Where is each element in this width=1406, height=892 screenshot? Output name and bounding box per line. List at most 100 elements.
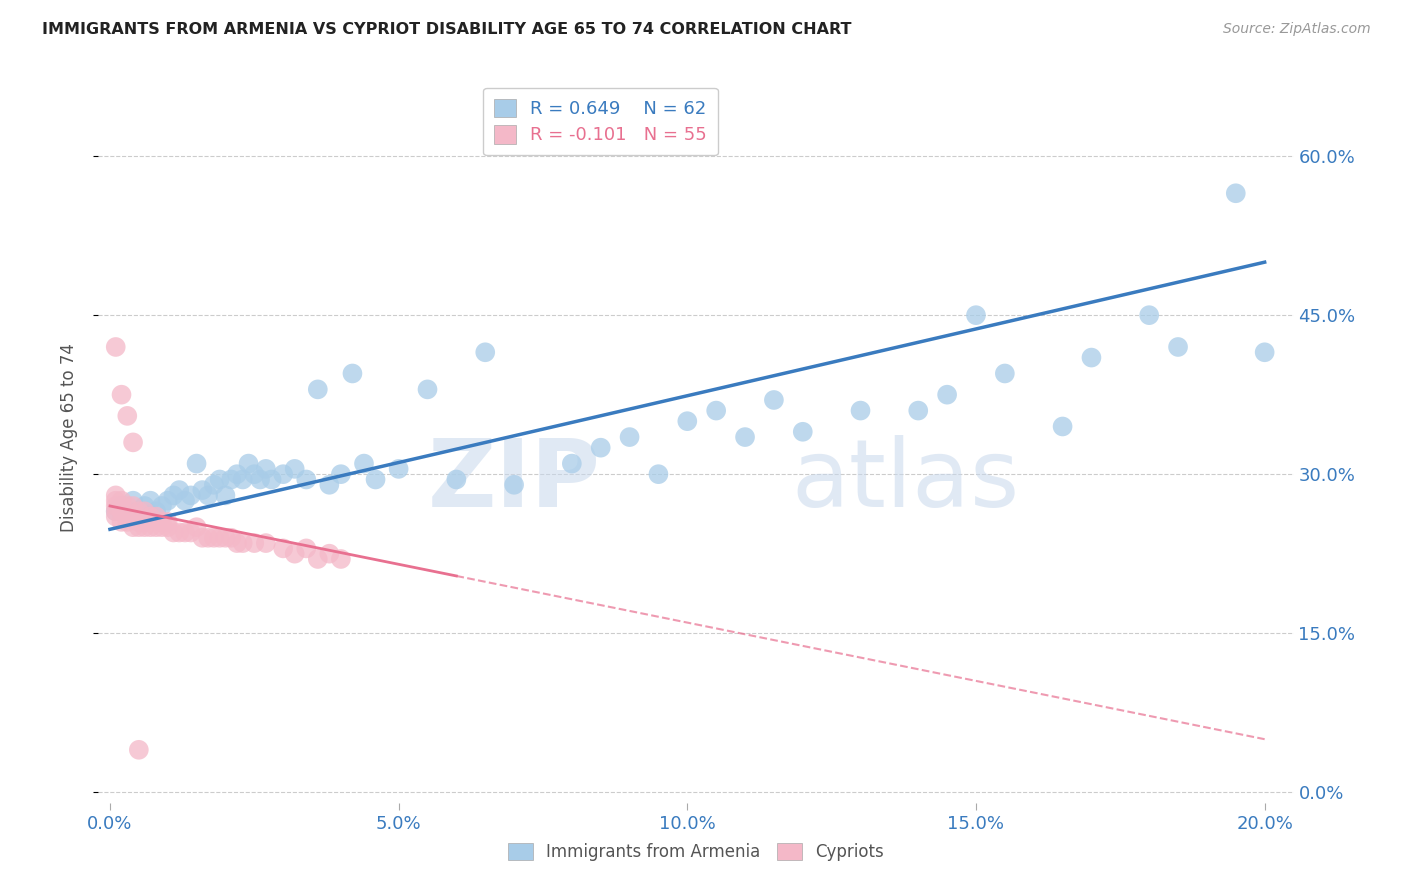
Point (128, 504, 150, 518)
Point (128, 743, 150, 757)
Point (214, 531, 236, 545)
Point (965, 308, 987, 322)
Point (219, 531, 242, 545)
Y-axis label: Disability Age 65 to 74: Disability Age 65 to 74 (59, 343, 77, 532)
Point (503, 477, 526, 491)
Legend: Immigrants from Armenia, Cypriots: Immigrants from Armenia, Cypriots (501, 836, 891, 868)
Point (134, 499, 156, 513)
Point (388, 462, 411, 476)
Point (474, 345, 496, 359)
Point (284, 547, 307, 561)
Point (128, 520, 150, 534)
Point (145, 504, 167, 518)
Point (936, 387, 959, 401)
Point (1080, 351, 1102, 365)
Point (416, 383, 439, 397)
Point (307, 552, 329, 566)
Point (271, 541, 294, 556)
Point (110, 499, 132, 513)
Point (271, 467, 294, 482)
Point (180, 488, 202, 502)
Point (104, 488, 127, 502)
Point (734, 430, 756, 444)
Point (676, 414, 699, 428)
Point (122, 499, 145, 513)
Point (238, 457, 260, 471)
Point (342, 367, 364, 381)
Point (104, 509, 127, 524)
Point (254, 462, 277, 476)
Text: atlas: atlas (792, 435, 1019, 527)
Point (117, 515, 139, 529)
Point (249, 473, 271, 487)
Point (202, 477, 225, 491)
Point (1167, 340, 1189, 354)
Point (226, 536, 249, 550)
Point (1253, 345, 1275, 359)
Point (104, 499, 127, 513)
Point (1052, 419, 1074, 434)
Point (174, 493, 197, 508)
Point (647, 467, 669, 482)
Point (186, 520, 208, 534)
Point (318, 477, 340, 491)
Point (243, 536, 266, 550)
Point (117, 499, 139, 513)
Point (134, 504, 156, 518)
Point (162, 525, 184, 540)
Point (849, 403, 872, 417)
Point (219, 473, 242, 487)
Point (117, 409, 139, 423)
Point (117, 509, 139, 524)
Point (243, 467, 266, 482)
Point (139, 493, 162, 508)
Point (167, 483, 190, 497)
Point (1137, 308, 1160, 322)
Point (191, 531, 214, 545)
Point (1225, 186, 1247, 201)
Point (104, 340, 127, 354)
Point (318, 547, 340, 561)
Point (104, 504, 127, 518)
Point (134, 520, 156, 534)
Point (214, 488, 236, 502)
Point (110, 499, 132, 513)
Point (162, 488, 184, 502)
Point (994, 367, 1017, 381)
Point (122, 493, 145, 508)
Point (364, 473, 387, 487)
Point (139, 520, 162, 534)
Point (907, 403, 929, 417)
Point (117, 504, 139, 518)
Point (110, 515, 132, 529)
Point (150, 499, 173, 513)
Text: Source: ZipAtlas.com: Source: ZipAtlas.com (1223, 22, 1371, 37)
Point (110, 493, 132, 508)
Point (122, 520, 145, 534)
Text: IMMIGRANTS FROM ARMENIA VS CYPRIOT DISABILITY AGE 65 TO 74 CORRELATION CHART: IMMIGRANTS FROM ARMENIA VS CYPRIOT DISAB… (42, 22, 852, 37)
Point (128, 515, 150, 529)
Point (180, 525, 202, 540)
Point (619, 430, 641, 444)
Point (110, 504, 132, 518)
Point (254, 536, 277, 550)
Point (122, 509, 145, 524)
Point (156, 493, 179, 508)
Point (156, 520, 179, 534)
Point (150, 520, 173, 534)
Text: ZIP: ZIP (427, 435, 600, 527)
Point (208, 473, 231, 487)
Point (260, 473, 283, 487)
Point (561, 457, 583, 471)
Point (202, 531, 225, 545)
Point (295, 473, 318, 487)
Point (104, 493, 127, 508)
Point (284, 462, 307, 476)
Point (122, 435, 145, 450)
Point (134, 515, 156, 529)
Point (186, 457, 208, 471)
Point (446, 473, 468, 487)
Point (589, 441, 612, 455)
Point (704, 403, 727, 417)
Point (156, 515, 179, 529)
